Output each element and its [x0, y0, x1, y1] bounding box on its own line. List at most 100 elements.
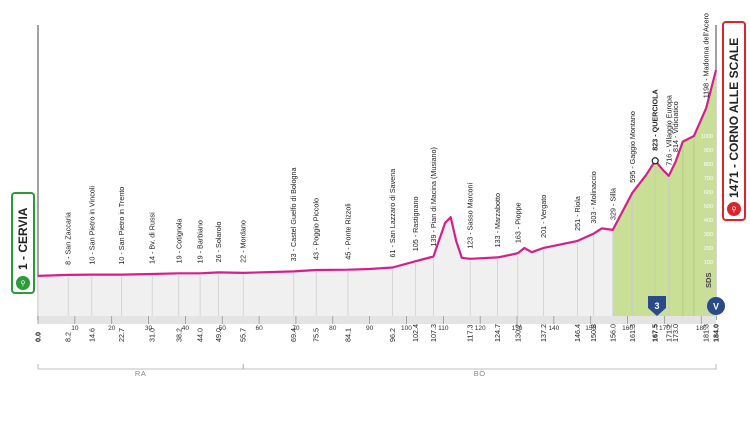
altitude-tick-label: 600	[704, 190, 713, 196]
waypoint-label: 123 - Sasso Marconi	[466, 182, 475, 248]
km-label: 184.0	[712, 324, 721, 342]
region-bracket	[242, 364, 717, 370]
elevation-profile-line	[37, 69, 718, 277]
x-tick-label: 30	[145, 325, 153, 332]
km-label: 173.0	[671, 324, 680, 342]
waypoint-guides	[37, 72, 717, 316]
summit-marker	[651, 157, 659, 165]
start-bike-glyph: ⚲	[20, 280, 25, 288]
km-label: 8.2	[64, 332, 73, 342]
x-axis-ticks: 10 20 30 40 50 60 70 80 90 100 110 120 130 140 150 160 1…	[37, 316, 707, 332]
waypoint-label: 19 - Barbiano	[196, 220, 205, 263]
finish-label: ⚲ 1471 - CORNO ALLE SCALE	[722, 21, 746, 221]
altitude-tick-label: 200	[704, 246, 713, 252]
timing-tag: SDS	[704, 273, 713, 288]
waypoint-altitude: 823 - QUERCIOLA	[651, 89, 660, 151]
km-label: 150.8	[589, 324, 598, 342]
km-label: 96.2	[388, 328, 397, 342]
km-axis-strip	[38, 316, 716, 324]
x-tick-label: 110	[438, 325, 449, 332]
altitude-tick-label: 300	[704, 232, 713, 238]
finish-label-text: 1471 - CORNO ALLE SCALE	[727, 38, 741, 198]
km-label: 137.2	[539, 324, 548, 342]
waypoint-label: 133 - Marzabotto	[493, 193, 502, 247]
km-label: 69.4	[289, 328, 298, 342]
km-label: 49.0	[214, 328, 223, 342]
x-tick-label: 160	[622, 325, 633, 332]
x-tick-label: 140	[548, 325, 559, 332]
waypoint-label: 26 - Solarolo	[214, 222, 223, 263]
waypoint-label: 45 - Ponte Rizzoli	[343, 203, 352, 260]
km-label: 102.4	[411, 324, 420, 342]
x-tick-label: 60	[255, 325, 263, 332]
x-tick-label: 130	[512, 325, 523, 332]
km-label: 117.3	[466, 325, 475, 342]
waypoint-label: 814 - Vidiciatico	[671, 101, 680, 152]
waypoint-label: 329 - Silla	[608, 188, 617, 220]
region-brackets: RA BO	[37, 364, 717, 378]
x-tick-label: 120	[475, 325, 486, 332]
finish-badge-text: V	[713, 302, 719, 312]
climb-shaded-area	[612, 70, 716, 316]
km-label: 31.0	[148, 328, 157, 342]
x-tick-label: 90	[366, 325, 374, 332]
x-tick-label: 70	[292, 325, 300, 332]
waypoint-label: 1198 - Madonna dell'Acero	[702, 13, 711, 98]
km-labels: 0.0 8.2 14.6 22.7 31.0 38.2 44.0 49.0 55.7 69.4 75…	[34, 324, 721, 342]
km-label: 22.7	[117, 328, 126, 342]
waypoint-label: 823 - QUERCIOLA	[651, 89, 660, 151]
intermediate-sprint-badge: 3	[648, 296, 666, 316]
waypoint-label: 22 - Mordano	[239, 220, 248, 263]
waypoint-label: 105 - Rastignano	[411, 197, 420, 252]
start-bike-icon	[16, 276, 30, 290]
region-label: BO	[474, 369, 486, 378]
altitude-tick-label: 800	[704, 162, 713, 168]
x-tick-label: 50	[219, 325, 227, 332]
altitude-tick-label: 400	[704, 218, 713, 224]
waypoint-label: 14 - Bv. di Russi	[148, 212, 157, 264]
km-label: 44.0	[196, 328, 205, 342]
km-label: 171.2	[664, 324, 673, 342]
altitude-tick-label: 1000	[701, 134, 713, 140]
start-label: ⚲ 1 - CERVIA	[11, 192, 35, 294]
km-label: 161.3	[628, 324, 637, 342]
waypoint-label: 251 - Riola	[573, 196, 582, 231]
profile-base-area	[38, 70, 716, 316]
altitude-tick-label: 900	[704, 148, 713, 154]
x-tick-label: 80	[329, 325, 337, 332]
finish-bike-glyph: ⚲	[731, 206, 736, 214]
x-tick-label: 40	[182, 325, 190, 332]
x-tick-label: 170	[659, 325, 670, 332]
sprint-badge-text: 3	[654, 301, 659, 311]
waypoint-label: 716 - Villaggio Europa	[664, 95, 673, 166]
start-label-text: 1 - CERVIA	[16, 207, 30, 270]
x-tick-label: 20	[108, 325, 116, 332]
km-label: 38.2	[174, 328, 183, 342]
altitude-ticks: 100 200 300 400 500 600 700 800 900 1000	[701, 134, 713, 266]
x-tick-label: 100	[401, 325, 412, 332]
finish-climb-badge: V	[707, 297, 725, 315]
region-label: RA	[135, 369, 146, 378]
x-tick-label: 150	[585, 325, 596, 332]
km-label: 0.0	[34, 332, 43, 342]
waypoint-label: 10 - San Pietro in Trento	[117, 187, 126, 265]
altitude-tick-label: 500	[704, 204, 713, 210]
waypoint-label: 19 - Cotignola	[174, 219, 183, 264]
waypoint-label: 163 - Pioppe	[513, 202, 522, 243]
km-label: 75.5	[312, 328, 321, 342]
waypoint-label: 201 - Vergato	[539, 195, 548, 238]
waypoint-label: 139 - Pian di Macina (Musiano)	[429, 147, 438, 246]
km-label: 181.3	[702, 324, 711, 342]
km-label: 124.7	[493, 324, 502, 342]
waypoint-label: 10 - San Pietro in Vincoli	[87, 186, 96, 265]
waypoint-label: 8 - San Zaccaria	[64, 212, 73, 265]
km-label: 156.0	[608, 324, 617, 342]
waypoint-label: 43 - Poggio Piccolo	[312, 198, 321, 260]
km-label: 130.2	[513, 324, 522, 342]
km-label: 107.3	[429, 324, 438, 342]
waypoint-label: 33 - Castel Guelfo di Bologna	[289, 167, 298, 261]
km-label: 84.1	[343, 328, 352, 342]
waypoint-label: 61 - San Lazzaro di Savena	[388, 169, 397, 258]
km-label: 14.6	[87, 328, 96, 342]
